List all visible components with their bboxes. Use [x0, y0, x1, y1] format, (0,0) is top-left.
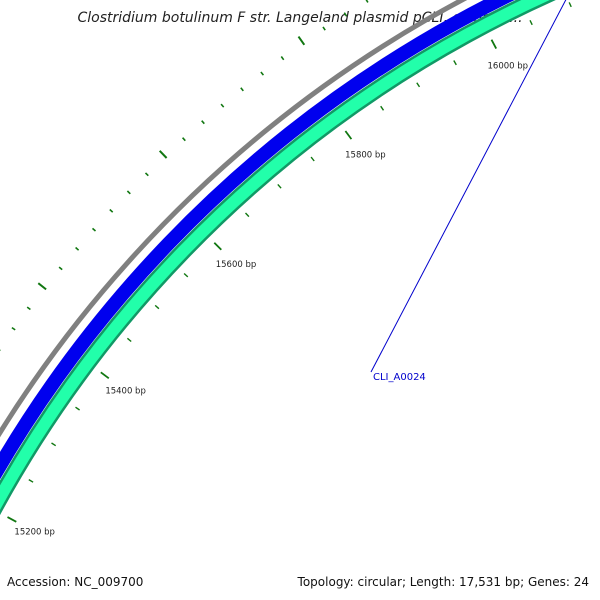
gc-tick [11, 326, 16, 331]
minor-scale-tick [244, 212, 250, 218]
gene-label-leader [370, 0, 567, 373]
major-scale-tick [7, 516, 17, 523]
forward-cds-arc[interactable] [0, 0, 600, 526]
minor-scale-tick [568, 2, 572, 8]
major-scale-tick [344, 130, 353, 140]
minor-scale-tick [75, 406, 80, 411]
scale-tick-label: 16000 bp [488, 62, 529, 72]
gc-tick [365, 0, 369, 3]
minor-scale-tick [277, 183, 282, 189]
minor-scale-tick [416, 82, 421, 88]
gc-tick [240, 87, 244, 92]
gc-tick [37, 282, 47, 291]
major-scale-tick [100, 371, 110, 380]
minor-scale-tick [154, 304, 160, 310]
minor-scale-tick [126, 337, 132, 343]
gc-tick [126, 190, 131, 195]
minor-scale-tick [529, 19, 533, 26]
summary-label: Topology: circular; Length: 17,531 bp; G… [294, 574, 592, 590]
reverse-cds-arc[interactable] [0, 0, 600, 530]
minor-scale-tick [28, 479, 34, 483]
minor-scale-tick [380, 105, 385, 111]
gc-tick [158, 150, 168, 159]
scale-tick-label: 15200 bp [14, 527, 55, 537]
minor-scale-tick [453, 60, 457, 66]
gc-tick [201, 120, 205, 125]
scale-tick-label: 15800 bp [345, 150, 386, 160]
gc-tick [91, 227, 97, 232]
scale-tick-label: 15600 bp [216, 260, 257, 270]
minor-scale-tick [310, 156, 315, 162]
gc-tick [58, 266, 63, 271]
minor-scale-tick [51, 442, 57, 447]
major-scale-tick [490, 39, 497, 50]
gc-tick [26, 306, 31, 311]
scale-tick-label: 15400 bp [105, 386, 146, 396]
gc-tick [280, 56, 285, 61]
gc-tick [109, 208, 114, 213]
reverse-cds-outline [0, 0, 557, 516]
gc-tick [182, 137, 186, 142]
map-title: Clostridium botulinum F str. Langeland p… [77, 10, 523, 26]
minor-scale-tick [183, 272, 189, 278]
gene-labels: CLI_A0024 [370, 0, 567, 383]
major-scale-tick [213, 242, 222, 251]
gc-tick [260, 71, 265, 76]
gene-label[interactable]: CLI_A0024 [373, 372, 426, 383]
gc-tick [297, 36, 306, 46]
gc-tick [322, 26, 326, 31]
gc-tick [343, 12, 348, 17]
gc-content-ticks [0, 0, 369, 352]
plasmid-backbone [0, 0, 468, 438]
gc-tick [75, 246, 80, 251]
gc-tick [144, 172, 149, 177]
gc-tick [220, 103, 225, 108]
accession-label: Accession: NC_009700 [4, 574, 147, 590]
